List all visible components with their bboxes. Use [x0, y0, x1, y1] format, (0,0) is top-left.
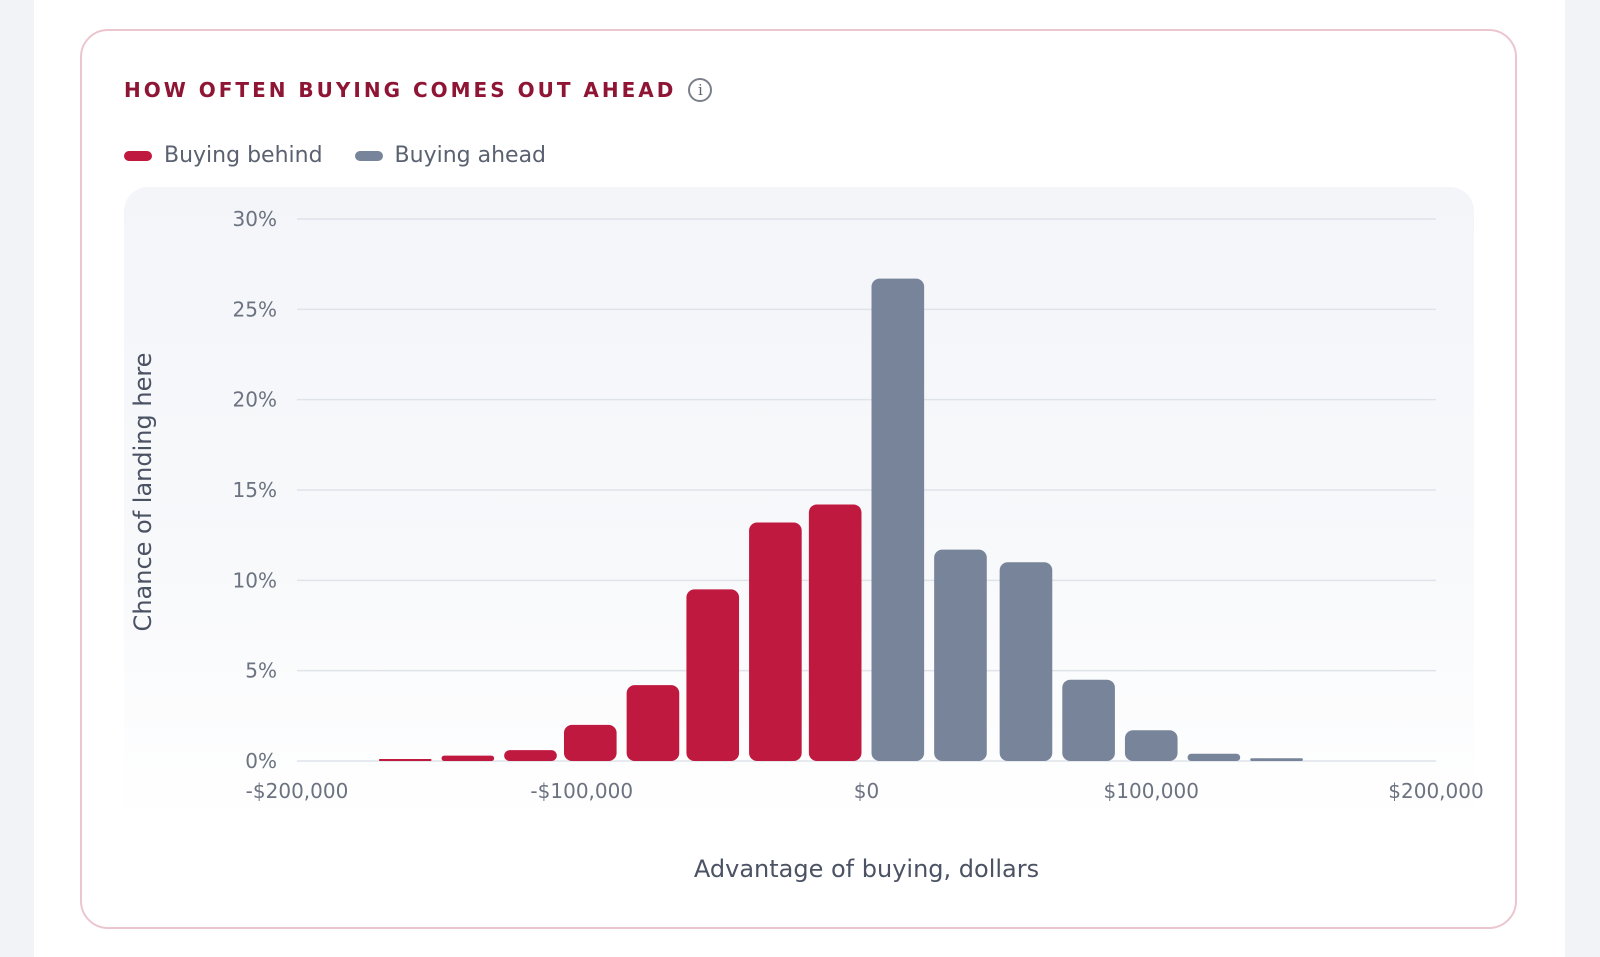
page-gutter-left [0, 0, 34, 957]
bar-behind [441, 755, 495, 761]
bar-ahead [1187, 753, 1241, 761]
y-tick-label: 30% [233, 207, 277, 231]
x-tick-label: $200,000 [1388, 779, 1483, 803]
y-tick-label: 10% [233, 568, 277, 592]
card-header: HOW OFTEN BUYING COMES OUT AHEAD i [124, 78, 713, 102]
bar-ahead [934, 549, 987, 761]
bar-ahead [871, 278, 925, 761]
legend-label-ahead: Buying ahead [394, 143, 547, 168]
chart-legend: Buying behind Buying ahead [124, 143, 578, 168]
bar-behind [563, 724, 617, 761]
bar-behind [808, 504, 862, 761]
y-tick-label: 25% [233, 297, 277, 321]
bar-ahead [1062, 679, 1115, 761]
bar-behind [504, 750, 557, 761]
legend-item-behind: Buying behind [124, 143, 323, 168]
page-gutter-right [1565, 0, 1600, 957]
legend-label-behind: Buying behind [164, 143, 323, 168]
legend-swatch-behind [124, 150, 152, 161]
legend-swatch-ahead [354, 150, 383, 161]
bar-behind [378, 759, 432, 761]
x-tick-label: -$100,000 [530, 779, 633, 803]
chart-title: HOW OFTEN BUYING COMES OUT AHEAD [124, 78, 677, 102]
x-tick-label: -$200,000 [246, 779, 349, 803]
bar-ahead [1250, 758, 1303, 761]
info-icon[interactable]: i [688, 78, 713, 102]
y-tick-label: 15% [233, 478, 277, 502]
bar-behind [686, 589, 740, 761]
y-tick-label: 0% [245, 749, 277, 773]
y-tick-label: 20% [233, 388, 277, 412]
x-axis-title: Advantage of buying, dollars [694, 855, 1039, 883]
bar-behind [626, 685, 680, 761]
bar-behind [749, 522, 802, 761]
legend-item-ahead: Buying ahead [354, 143, 547, 168]
y-axis-title: Chance of landing here [129, 353, 157, 632]
x-tick-label: $0 [854, 779, 879, 803]
bar-ahead [1124, 730, 1178, 761]
bar-ahead [999, 562, 1053, 761]
y-tick-label: 5% [245, 659, 277, 683]
x-tick-label: $100,000 [1104, 779, 1199, 803]
